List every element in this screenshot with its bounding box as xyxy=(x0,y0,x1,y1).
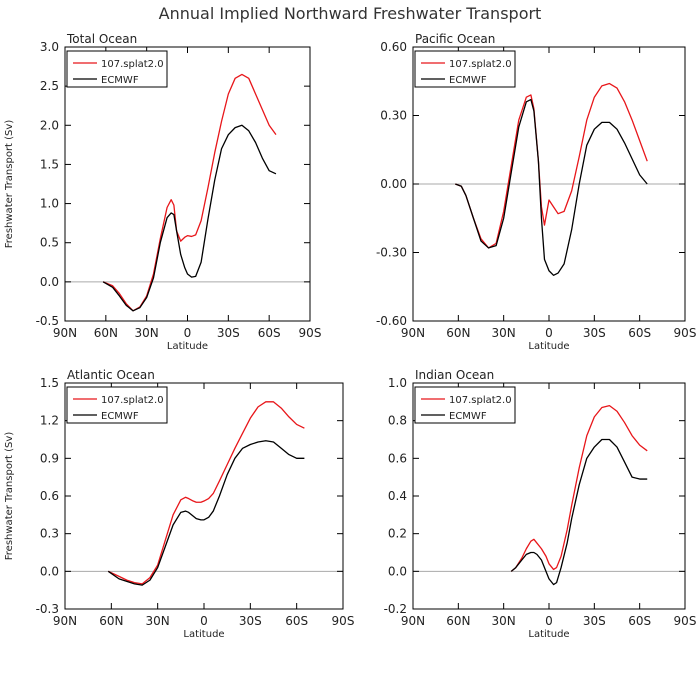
x-tick-label: 0 xyxy=(184,326,192,340)
legend-label: 107.splat2.0 xyxy=(101,395,164,406)
x-axis-label: Latitude xyxy=(528,341,569,352)
y-tick-label: 0.30 xyxy=(380,109,407,123)
x-tick-label: 90N xyxy=(53,614,77,628)
y-tick-label: 0.6 xyxy=(388,451,407,465)
x-tick-label: 30S xyxy=(583,614,606,628)
y-tick-label: 1.2 xyxy=(40,414,59,428)
x-tick-label: 90S xyxy=(674,326,697,340)
x-tick-label: 60N xyxy=(446,326,470,340)
series-line-model xyxy=(107,401,305,585)
y-tick-label: 1.5 xyxy=(40,376,59,390)
y-tick-label: 0.00 xyxy=(380,177,407,191)
y-tick-label: -0.60 xyxy=(376,314,407,328)
series-line-ecmwf xyxy=(510,438,648,586)
y-tick-label: 0.60 xyxy=(380,40,407,54)
y-tick-label: 2.0 xyxy=(40,118,59,132)
x-tick-label: 60S xyxy=(628,326,651,340)
series-line-ecmwf xyxy=(102,124,277,312)
series-line-ecmwf xyxy=(107,440,305,586)
x-tick-label: 60S xyxy=(285,614,308,628)
x-tick-label: 0 xyxy=(200,614,208,628)
legend-box xyxy=(66,50,168,88)
x-axis-label: Latitude xyxy=(528,629,569,640)
panel-3: 90N 60N 30N 0 30S 60S 90S -0.3 0.0 0.3 0.6 0.9 1.2 1.… xyxy=(4,368,354,640)
x-axis-label: Latitude xyxy=(183,629,224,640)
series-line-ecmwf xyxy=(455,98,648,276)
y-tick-label: 0.8 xyxy=(388,414,407,428)
x-tick-label: 90S xyxy=(299,326,322,340)
legend-label: 107.splat2.0 xyxy=(449,59,512,70)
y-tick-label: 0.2 xyxy=(388,527,407,541)
series-line-model xyxy=(510,404,648,572)
legend-label: ECMWF xyxy=(101,75,139,86)
legend-label: 107.splat2.0 xyxy=(101,59,164,70)
x-tick-label: 0 xyxy=(545,614,553,628)
y-tick-label: 0.6 xyxy=(40,489,59,503)
y-tick-label: -0.5 xyxy=(36,314,59,328)
y-tick-label: 1.0 xyxy=(40,197,59,211)
panel-title: Total Ocean xyxy=(66,32,137,46)
y-tick-label: 0.0 xyxy=(388,564,407,578)
legend-label: ECMWF xyxy=(101,411,139,422)
y-tick-label: 0.0 xyxy=(40,564,59,578)
legend-box xyxy=(66,386,168,424)
x-tick-label: 60S xyxy=(258,326,281,340)
panel-title: Atlantic Ocean xyxy=(67,368,155,382)
legend-box xyxy=(414,50,516,88)
legend-box xyxy=(414,386,516,424)
panel-4: 90N 60N 30N 0 30S 60S 90S -0.2 0.0 0.2 0.4 0.6 0.8 1.… xyxy=(384,368,697,640)
y-axis-label: Freshwater Transport (Sv) xyxy=(4,120,15,249)
y-tick-label: 1.5 xyxy=(40,157,59,171)
x-tick-label: 30N xyxy=(492,326,516,340)
x-tick-label: 60N xyxy=(99,614,123,628)
y-tick-label: 1.0 xyxy=(388,376,407,390)
legend-label: ECMWF xyxy=(449,411,487,422)
panel-title: Pacific Ocean xyxy=(415,32,495,46)
x-axis-label: Latitude xyxy=(167,341,208,352)
y-tick-label: 0.5 xyxy=(40,236,59,250)
y-tick-label: 0.3 xyxy=(40,527,59,541)
y-tick-label: -0.30 xyxy=(376,246,407,260)
x-tick-label: 90N xyxy=(401,614,425,628)
x-tick-label: 30N xyxy=(492,614,516,628)
panels: 90N 60N 30N 0 30S 60S 90S -0.5 0.0 0.5 1.0 1.5 2.0 2.… xyxy=(4,32,696,640)
x-tick-label: 60S xyxy=(628,614,651,628)
y-tick-label: -0.3 xyxy=(36,602,59,616)
x-tick-label: 90S xyxy=(332,614,355,628)
y-tick-label: 0.9 xyxy=(40,451,59,465)
y-tick-label: 0.0 xyxy=(40,275,59,289)
x-tick-label: 30S xyxy=(239,614,262,628)
legend-label: 107.splat2.0 xyxy=(449,395,512,406)
figure-title: Annual Implied Northward Freshwater Tran… xyxy=(159,4,542,23)
panel-2: 90N 60N 30N 0 30S 60S 90S -0.60 -0.30 0.00 0.30 0.6… xyxy=(376,32,697,352)
x-tick-label: 60N xyxy=(94,326,118,340)
x-tick-label: 30S xyxy=(217,326,240,340)
x-tick-label: 0 xyxy=(545,326,553,340)
legend-label: ECMWF xyxy=(449,75,487,86)
y-tick-label: 2.5 xyxy=(40,79,59,93)
y-axis-label: Freshwater Transport (Sv) xyxy=(4,432,15,561)
x-tick-label: 60N xyxy=(446,614,470,628)
x-tick-label: 90S xyxy=(674,614,697,628)
x-tick-label: 90N xyxy=(401,326,425,340)
panel-title: Indian Ocean xyxy=(415,368,494,382)
y-tick-label: -0.2 xyxy=(384,602,407,616)
x-tick-label: 30N xyxy=(146,614,170,628)
x-tick-label: 90N xyxy=(53,326,77,340)
y-tick-label: 0.4 xyxy=(388,489,407,503)
x-tick-label: 30N xyxy=(135,326,159,340)
y-tick-label: 3.0 xyxy=(40,40,59,54)
x-tick-label: 30S xyxy=(583,326,606,340)
panel-1: 90N 60N 30N 0 30S 60S 90S -0.5 0.0 0.5 1.0 1.5 2.0 2.… xyxy=(4,32,321,352)
